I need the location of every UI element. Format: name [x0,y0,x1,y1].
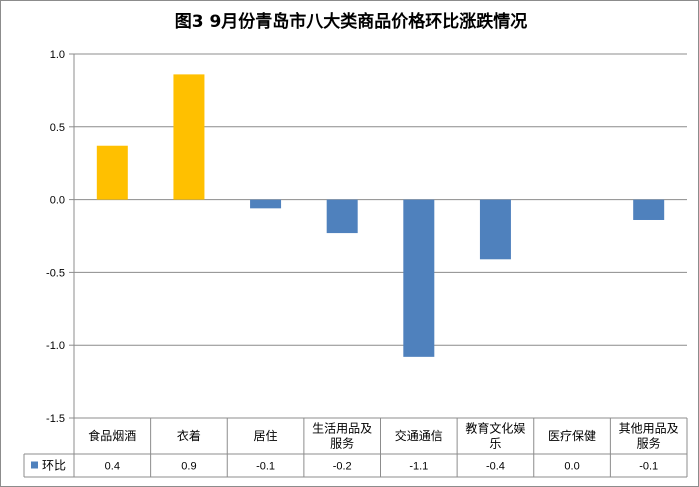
data-value-label: -1.1 [409,461,428,473]
bar [403,199,435,357]
data-value-label: 0.4 [105,461,120,473]
category-label: 服务 [330,436,354,451]
data-value-label: -0.1 [256,461,275,473]
category-label: 乐 [489,437,501,451]
data-value-label: 0.0 [564,461,579,473]
chart-title: 图3 9月份青岛市八大类商品价格环比涨跌情况 [175,11,528,32]
y-tick-label: 1.0 [50,49,65,61]
category-label: 交通通信 [395,428,443,443]
category-label: 医疗保健 [548,429,596,443]
data-value-label: -0.4 [486,461,505,473]
series-name: 环比 [42,459,66,473]
y-tick-label: -1.0 [46,340,65,352]
category-label: 食品烟酒 [88,428,136,443]
data-value-label: -0.1 [639,461,658,473]
bar [173,74,205,200]
bars [96,74,665,357]
data-value-label: -0.2 [333,461,352,473]
y-tick-label: 0.0 [50,195,65,207]
category-label: 其他用品及 [619,422,679,436]
bar [633,199,665,220]
legend-swatch [31,461,38,469]
category-label: 生活用品及 [312,422,372,436]
data-value-label: 0.9 [181,461,196,473]
y-tick-label: -0.5 [46,267,65,279]
bar [250,199,282,209]
y-tick-label: 0.5 [50,122,65,134]
bar [96,145,128,200]
bar [479,199,511,260]
gridlines [69,53,687,477]
y-axis-ticks: 1.0 0.5 0.0 -0.5 -1.0 -1.5 [46,49,65,425]
category-label: 衣着 [177,428,201,443]
y-tick-label: -1.5 [46,413,65,425]
category-label: 居住 [254,429,278,443]
category-label: 教育文化娱 [465,421,525,436]
category-label: 服务 [637,436,661,451]
bar [326,199,358,234]
